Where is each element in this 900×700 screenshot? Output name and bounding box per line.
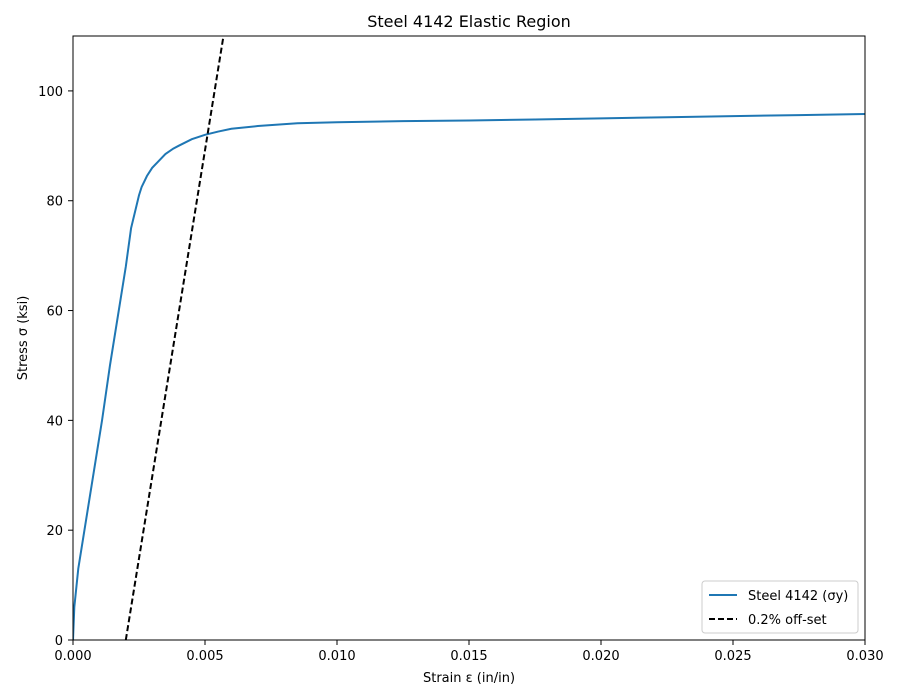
series-line-1	[73, 112, 865, 640]
chart-title: Steel 4142 Elastic Region	[367, 12, 571, 31]
x-tick-label: 0.010	[318, 649, 355, 664]
legend-entry-label: 0.2% off-set	[748, 613, 827, 628]
x-tick-label: 0.005	[186, 649, 223, 664]
y-tick-label: 0	[55, 634, 63, 649]
x-tick-label: 0.020	[582, 649, 619, 664]
x-tick-label: 0.015	[450, 649, 487, 664]
axis-ticks: 0.000 0.005 0.010 0.015 0.020 0.025 0.030 0 20 40…	[38, 85, 883, 664]
x-tick-label: 0.000	[54, 649, 91, 664]
x-tick-label: 0.025	[714, 649, 751, 664]
y-tick-label: 100	[38, 85, 63, 100]
plot-frame	[72, 35, 866, 641]
y-tick-label: 20	[46, 524, 63, 539]
y-axis-label: Stress σ (ksi)	[16, 296, 31, 381]
x-axis-label: Strain ε (in/in)	[423, 671, 515, 686]
legend: Steel 4142 (σy) 0.2% off-set	[701, 580, 859, 634]
series-line-2	[124, 36, 225, 640]
plot-area	[72, 35, 866, 641]
legend-entry-label: Steel 4142 (σy)	[748, 589, 848, 604]
y-tick-label: 40	[46, 414, 63, 429]
x-tick-label: 0.030	[846, 649, 883, 664]
y-tick-label: 60	[46, 305, 63, 320]
legend-box	[701, 580, 859, 634]
y-tick-label: 80	[46, 195, 63, 210]
